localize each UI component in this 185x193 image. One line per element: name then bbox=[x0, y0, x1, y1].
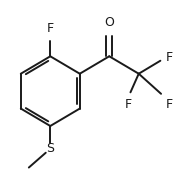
Text: O: O bbox=[104, 16, 114, 30]
Text: F: F bbox=[166, 98, 173, 111]
Text: F: F bbox=[166, 51, 173, 64]
Text: S: S bbox=[46, 142, 54, 155]
Text: F: F bbox=[125, 98, 132, 111]
Text: F: F bbox=[47, 22, 54, 35]
